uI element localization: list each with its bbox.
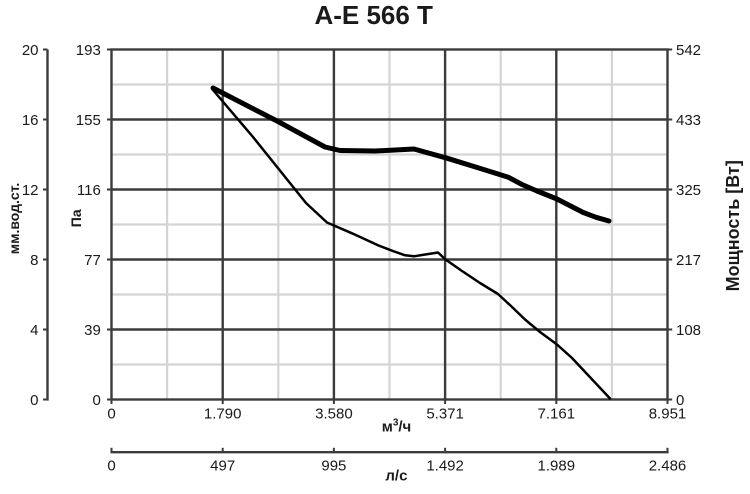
svg-text:325: 325 (676, 182, 701, 199)
svg-text:5.371: 5.371 (426, 406, 464, 423)
svg-text:39: 39 (84, 322, 101, 339)
svg-text:8.951: 8.951 (649, 406, 687, 423)
svg-text:0: 0 (30, 392, 38, 409)
svg-text:1.989: 1.989 (538, 458, 576, 475)
svg-text:217: 217 (676, 252, 701, 269)
svg-text:77: 77 (84, 252, 101, 269)
svg-text:542: 542 (676, 42, 701, 59)
svg-text:Мощность [Вт]: Мощность [Вт] (723, 160, 743, 291)
svg-text:0: 0 (107, 406, 115, 423)
svg-text:1.790: 1.790 (204, 406, 242, 423)
svg-text:12: 12 (22, 182, 39, 199)
svg-text:4: 4 (30, 322, 38, 339)
svg-text:20: 20 (22, 42, 39, 59)
svg-text:0: 0 (676, 392, 684, 409)
svg-text:497: 497 (210, 458, 235, 475)
svg-text:16: 16 (22, 112, 39, 129)
svg-text:108: 108 (676, 322, 701, 339)
svg-text:л/с: л/с (385, 468, 407, 485)
svg-text:116: 116 (77, 182, 101, 199)
svg-text:155: 155 (76, 112, 101, 129)
svg-text:А-Е 566 Т: А-Е 566 Т (314, 0, 433, 30)
svg-text:мм.вод.ст.: мм.вод.ст. (6, 183, 22, 254)
svg-text:1.492: 1.492 (426, 458, 464, 475)
svg-text:7.161: 7.161 (538, 406, 576, 423)
svg-text:995: 995 (321, 458, 346, 475)
svg-text:0: 0 (107, 458, 115, 475)
svg-text:433: 433 (676, 112, 701, 129)
svg-text:2.486: 2.486 (649, 458, 687, 475)
svg-text:8: 8 (30, 252, 38, 269)
svg-text:Па: Па (68, 209, 84, 227)
svg-text:0: 0 (92, 392, 100, 409)
svg-text:193: 193 (76, 42, 101, 59)
svg-text:3.580: 3.580 (315, 406, 353, 423)
svg-text:м3/ч: м3/ч (382, 418, 412, 436)
